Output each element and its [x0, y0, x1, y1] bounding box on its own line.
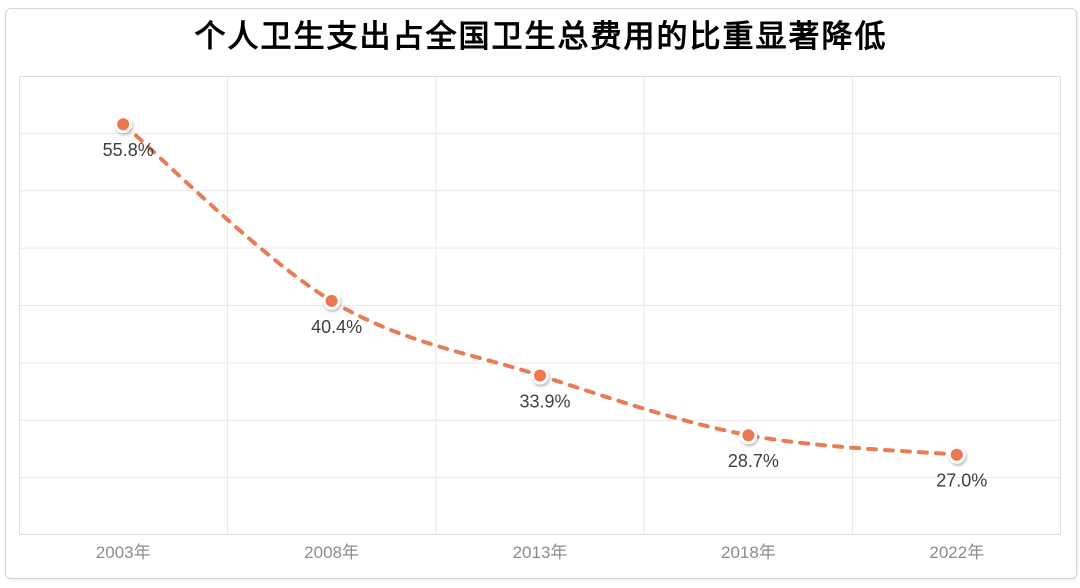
x-axis-label: 2008年 [304, 543, 359, 562]
data-point-marker [114, 115, 133, 134]
x-axis-label: 2013年 [513, 543, 568, 562]
data-point-label: 27.0% [936, 471, 987, 491]
chart-card: 个人卫生支出占全国卫生总费用的比重显著降低 55.8% 40.4% 33.9% 28.… [5, 8, 1077, 579]
data-point-label: 28.7% [728, 451, 779, 471]
data-point-marker [322, 291, 341, 310]
chart-title: 个人卫生支出占全国卫生总费用的比重显著降低 [194, 19, 888, 54]
data-point-label: 40.4% [311, 317, 362, 337]
x-axis-label: 2018年 [721, 543, 776, 562]
data-point-marker [947, 445, 966, 464]
data-point-label: 55.8% [103, 140, 154, 160]
data-point-marker [531, 366, 549, 385]
x-axis-label: 2003年 [96, 543, 151, 562]
data-point-marker [739, 426, 758, 445]
plot-border [19, 76, 1061, 535]
data-point-label: 33.9% [519, 392, 570, 412]
x-axis-label: 2022年 [929, 543, 984, 562]
line-chart: 55.8% 40.4% 33.9% 28.7% 27.0% 2003年 2008年 2013年… [19, 76, 1061, 562]
